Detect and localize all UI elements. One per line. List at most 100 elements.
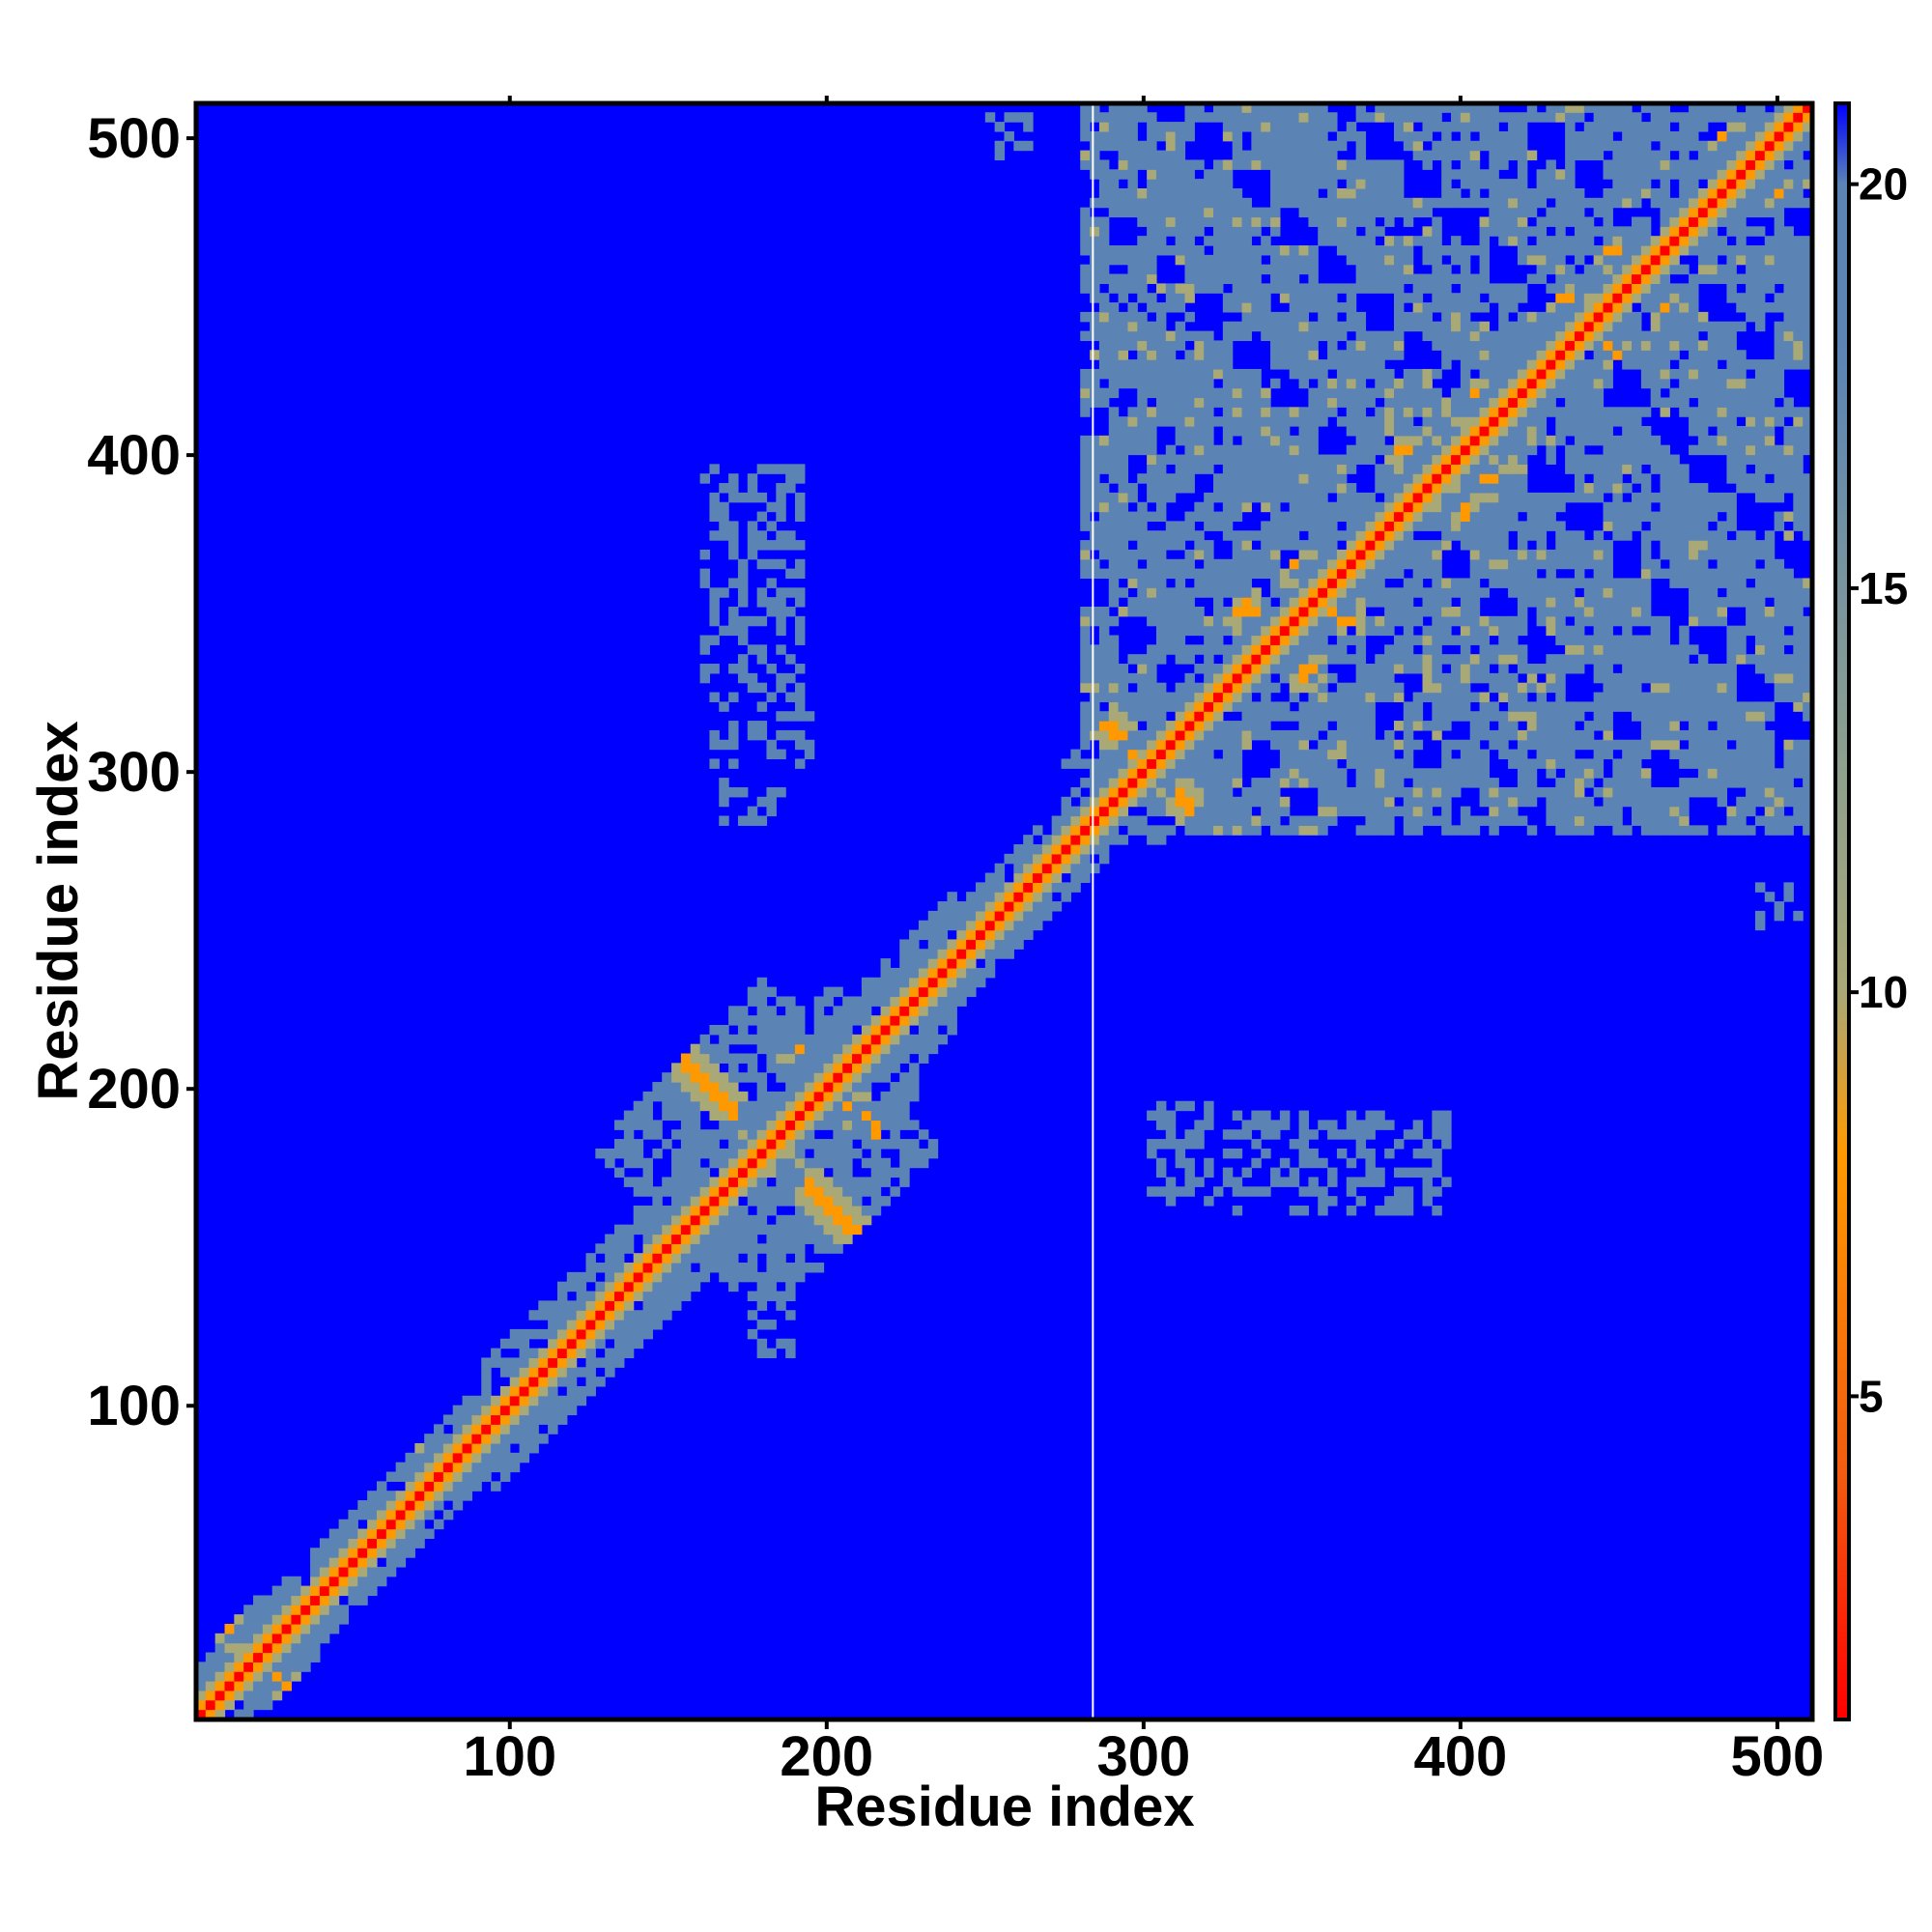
heatmap-cell (1308, 721, 1319, 731)
heatmap-cell (1546, 254, 1556, 266)
heatmap-cell (1508, 187, 1519, 199)
heatmap-cell (1346, 786, 1357, 798)
heatmap-cell (1080, 729, 1091, 741)
heatmap-cell (1441, 625, 1452, 637)
heatmap-cell (1403, 311, 1414, 323)
heatmap-cell (1393, 112, 1405, 123)
heatmap-cell (491, 1414, 501, 1425)
heatmap-cell (1023, 863, 1034, 874)
heatmap-cell (1241, 644, 1252, 655)
heatmap-cell (414, 1452, 425, 1463)
heatmap-cell (1517, 340, 1528, 351)
heatmap-cell (1346, 654, 1357, 665)
heatmap-cell (747, 521, 758, 531)
heatmap-cell (1327, 179, 1338, 189)
heatmap-cell (728, 625, 739, 637)
heatmap-cell (499, 1443, 511, 1454)
heatmap-cell (499, 1424, 511, 1435)
heatmap-cell (1090, 169, 1100, 180)
heatmap-cell (1098, 786, 1110, 798)
heatmap-cell (652, 1205, 663, 1216)
heatmap-cell (699, 578, 711, 588)
heatmap-cell (1213, 169, 1224, 180)
heatmap-cell (1270, 701, 1281, 712)
heatmap-cell (842, 1063, 853, 1073)
heatmap-cell (1517, 786, 1528, 798)
heatmap-cell (1460, 692, 1471, 702)
heatmap-cell (1137, 530, 1148, 541)
heatmap-cell (1222, 558, 1234, 570)
heatmap-cell (1118, 112, 1129, 123)
heatmap-cell (890, 1015, 900, 1026)
heatmap-cell (1422, 302, 1433, 313)
heatmap-cell (1327, 169, 1338, 180)
heatmap-cell (652, 1196, 663, 1207)
heatmap-cell (234, 1671, 244, 1682)
heatmap-cell (1232, 245, 1243, 256)
heatmap-cell (1355, 254, 1367, 266)
heatmap-cell (1241, 672, 1252, 684)
heatmap-cell (1393, 1186, 1405, 1197)
heatmap-cell (1498, 644, 1509, 655)
heatmap-cell (633, 1177, 644, 1187)
heatmap-cell (1546, 749, 1556, 760)
heatmap-cell (1175, 330, 1186, 342)
heatmap-cell (947, 1015, 957, 1026)
heatmap-cell (442, 1509, 454, 1520)
heatmap-cell (1041, 835, 1053, 845)
heatmap-cell (1489, 340, 1499, 351)
heatmap-cell (357, 1585, 368, 1597)
heatmap-cell (1298, 378, 1310, 389)
heatmap-cell (1289, 672, 1300, 684)
heatmap-cell (1147, 806, 1157, 817)
heatmap-cell (1298, 606, 1310, 617)
heatmap-cell (1460, 435, 1471, 446)
heatmap-cell (804, 1224, 815, 1236)
heatmap-cell (1536, 501, 1548, 513)
heatmap-cell (1289, 464, 1300, 474)
heatmap-cell (680, 1148, 692, 1159)
heatmap-cell (1251, 721, 1262, 731)
heatmap-cell (576, 1320, 587, 1330)
heatmap-cell (1365, 426, 1376, 437)
heatmap-cell (1289, 169, 1300, 180)
heatmap-cell (662, 1310, 672, 1321)
heatmap-cell (1155, 654, 1167, 665)
heatmap-cell (1108, 644, 1120, 655)
heatmap-cell (1460, 387, 1471, 399)
heatmap-cell (1298, 778, 1310, 788)
heatmap-cell (1365, 786, 1376, 798)
heatmap-cell (300, 1652, 311, 1662)
heatmap-cell (1222, 464, 1234, 474)
heatmap-cell (709, 1205, 720, 1216)
heatmap-cell (1194, 387, 1205, 399)
heatmap-cell (224, 1623, 235, 1634)
heatmap-cell (1403, 387, 1414, 399)
heatmap-cell (1222, 492, 1234, 503)
heatmap-cell (728, 1063, 739, 1073)
heatmap-cell (1298, 187, 1310, 199)
heatmap-cell (1498, 207, 1509, 218)
heatmap-cell (899, 939, 910, 950)
heatmap-cell (1318, 207, 1328, 218)
heatmap-cell (1346, 397, 1357, 408)
heatmap-cell (1204, 1196, 1214, 1207)
heatmap-cell (652, 1291, 663, 1301)
heatmap-cell (1165, 739, 1177, 751)
heatmap-cell (756, 1091, 768, 1102)
heatmap-cell (1289, 311, 1300, 323)
heatmap-cell (890, 996, 900, 1007)
heatmap-cell (880, 1100, 892, 1112)
heatmap-cell (1184, 729, 1195, 741)
heatmap-cell (833, 1139, 843, 1150)
heatmap-cell (1365, 682, 1376, 694)
heatmap-cell (1298, 1120, 1310, 1130)
heatmap-cell (1555, 692, 1566, 702)
heatmap-cell (947, 977, 957, 988)
heatmap-cell (1498, 615, 1509, 627)
heatmap-cell (680, 1110, 692, 1122)
heatmap-cell (452, 1405, 464, 1416)
heatmap-cell (1165, 530, 1177, 541)
heatmap-cell (1393, 397, 1405, 408)
heatmap-cell (1479, 778, 1490, 788)
